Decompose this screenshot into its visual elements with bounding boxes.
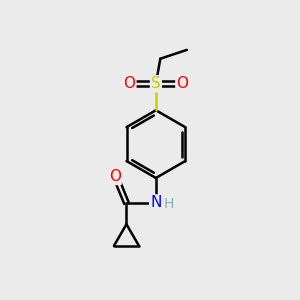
Text: N: N [150,196,162,211]
Text: O: O [176,76,188,91]
Text: O: O [123,76,135,91]
Text: H: H [164,197,174,212]
Text: S: S [151,76,161,91]
Text: O: O [109,169,121,184]
